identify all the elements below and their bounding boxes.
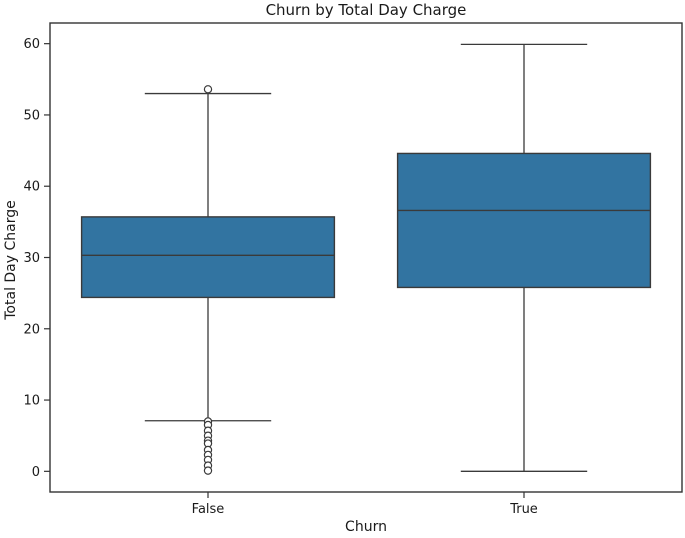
y-tick-label: 0	[32, 465, 40, 480]
boxplot-box	[396, 152, 652, 289]
y-tick-label: 20	[23, 322, 40, 337]
y-tick-label: 30	[23, 251, 40, 266]
y-tick-label: 10	[23, 394, 40, 409]
x-tick-label: True	[509, 502, 538, 517]
boxplot-box	[80, 216, 336, 299]
plot-border	[49, 22, 683, 493]
outlier-point	[203, 85, 213, 94]
y-axis-label: Total Day Charge	[3, 200, 19, 320]
y-tick-label: 50	[23, 108, 40, 123]
x-tick-label: False	[192, 502, 225, 517]
chart-title: Churn by Total Day Charge	[265, 1, 467, 19]
y-tick-label: 60	[23, 37, 40, 52]
y-tick-label: 40	[23, 180, 40, 195]
outlier-point	[203, 466, 213, 475]
x-axis-label: Churn	[345, 519, 387, 535]
